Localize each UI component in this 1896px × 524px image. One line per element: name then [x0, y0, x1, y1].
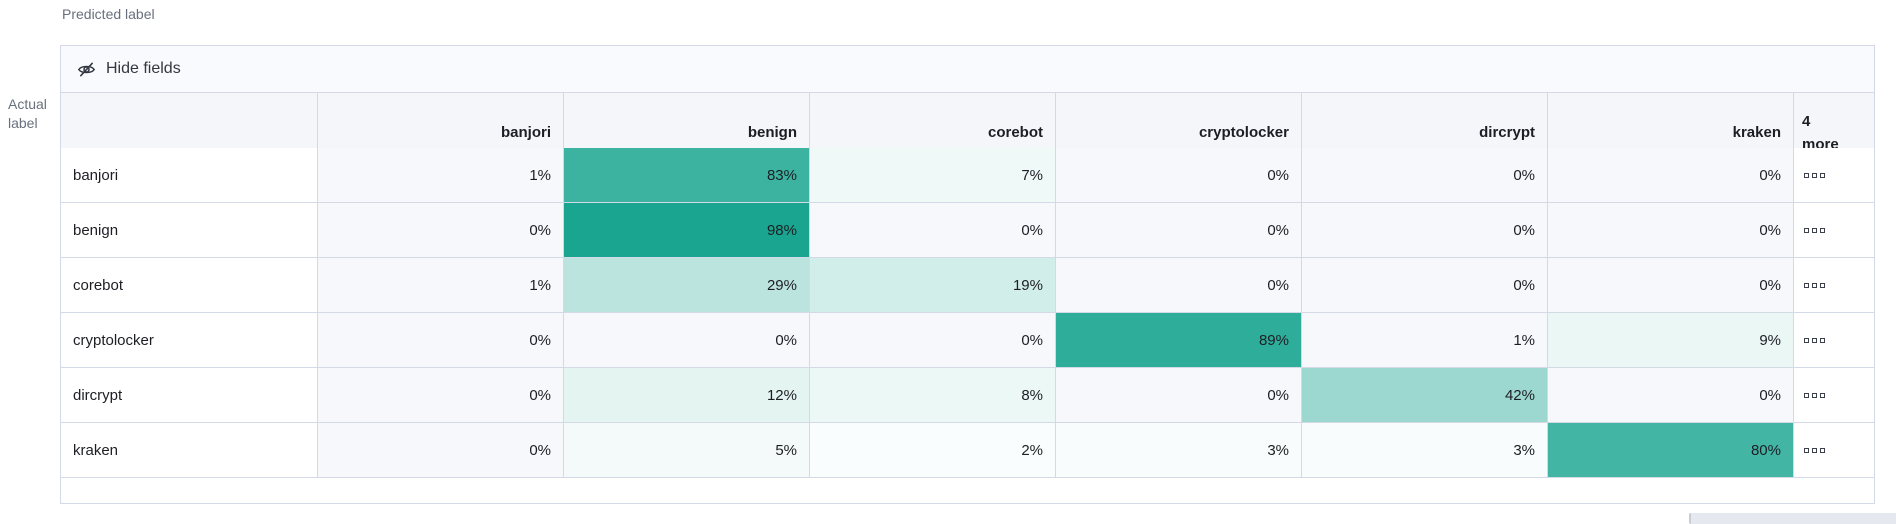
three-squares-icon	[1812, 227, 1817, 233]
matrix-cell[interactable]: 0%	[318, 368, 564, 423]
matrix-cell[interactable]: 0%	[1302, 203, 1548, 258]
matrix-cell[interactable]: 0%	[564, 313, 810, 368]
more-columns-cell[interactable]	[1794, 368, 1874, 423]
matrix-cell[interactable]: 83%	[564, 148, 810, 203]
more-columns-cell[interactable]	[1794, 313, 1874, 368]
eye-closed-icon	[78, 62, 95, 76]
three-squares-icon	[1820, 282, 1825, 288]
matrix-cell[interactable]: 0%	[318, 203, 564, 258]
matrix-cell[interactable]: 9%	[1548, 313, 1794, 368]
three-squares-icon	[1812, 172, 1817, 178]
actual-axis-label-line1: Actual	[8, 96, 47, 112]
three-squares-icon	[1812, 337, 1817, 343]
matrix-cell[interactable]: 0%	[1548, 258, 1794, 313]
row-label-benign[interactable]: benign	[61, 203, 318, 258]
row-label-kraken[interactable]: kraken	[61, 423, 318, 478]
matrix-cell[interactable]: 89%	[1056, 313, 1302, 368]
matrix-cell[interactable]: 0%	[1056, 368, 1302, 423]
matrix-cell[interactable]: 1%	[318, 258, 564, 313]
matrix-cell[interactable]: 0%	[810, 203, 1056, 258]
three-squares-icon	[1820, 392, 1825, 398]
three-squares-icon	[1804, 392, 1809, 398]
three-squares-icon	[1820, 337, 1825, 343]
hide-fields-label: Hide fields	[106, 60, 181, 77]
three-squares-icon	[1812, 447, 1817, 453]
matrix-cell[interactable]: 5%	[564, 423, 810, 478]
three-squares-icon	[1804, 172, 1809, 178]
matrix-cell[interactable]: 19%	[810, 258, 1056, 313]
actual-axis-label: Actual label	[8, 95, 47, 133]
matrix-cell[interactable]: 12%	[564, 368, 810, 423]
three-squares-icon	[1812, 392, 1817, 398]
row-label-corebot[interactable]: corebot	[61, 258, 318, 313]
row-label-banjori[interactable]: banjori	[61, 148, 318, 203]
matrix-cell[interactable]: 7%	[810, 148, 1056, 203]
more-columns-cell[interactable]	[1794, 203, 1874, 258]
actual-axis-label-line2: label	[8, 115, 38, 131]
horizontal-scrollbar-thumb[interactable]	[1689, 513, 1896, 524]
matrix-cell[interactable]: 0%	[1548, 148, 1794, 203]
matrix-cell[interactable]: 0%	[1056, 258, 1302, 313]
matrix-cell[interactable]: 80%	[1548, 423, 1794, 478]
three-squares-icon	[1812, 282, 1817, 288]
matrix-cell[interactable]: 29%	[564, 258, 810, 313]
three-squares-icon	[1804, 227, 1809, 233]
three-squares-icon	[1804, 337, 1809, 343]
matrix-cell[interactable]: 1%	[1302, 313, 1548, 368]
matrix-cell[interactable]: 98%	[564, 203, 810, 258]
more-header-line: 4	[1802, 112, 1811, 130]
data-grid: Hide fields banjori benign corebot cryptolo…	[60, 45, 1875, 504]
matrix-cell[interactable]: 0%	[1056, 203, 1302, 258]
matrix-cell[interactable]: 0%	[318, 423, 564, 478]
matrix-cell[interactable]: 0%	[1302, 148, 1548, 203]
more-columns-cell[interactable]	[1794, 423, 1874, 478]
matrix-cell[interactable]: 0%	[1548, 203, 1794, 258]
matrix-cell[interactable]: 0%	[1056, 148, 1302, 203]
data-grid-toolbar: Hide fields	[61, 46, 1874, 93]
hide-fields-button[interactable]: Hide fields	[77, 60, 181, 79]
matrix-cell[interactable]: 3%	[1302, 423, 1548, 478]
matrix-cell[interactable]: 0%	[318, 313, 564, 368]
confusion-matrix: banjori benign corebot cryptolocker dircrypt…	[61, 93, 1874, 478]
matrix-cell[interactable]: 1%	[318, 148, 564, 203]
more-columns-cell[interactable]	[1794, 148, 1874, 203]
three-squares-icon	[1820, 447, 1825, 453]
three-squares-icon	[1804, 447, 1809, 453]
matrix-cell[interactable]: 2%	[810, 423, 1056, 478]
three-squares-icon	[1820, 172, 1825, 178]
predicted-axis-label: Predicted label	[62, 6, 155, 22]
matrix-cell[interactable]: 0%	[1548, 368, 1794, 423]
matrix-cell[interactable]: 3%	[1056, 423, 1302, 478]
matrix-cell[interactable]: 42%	[1302, 368, 1548, 423]
more-columns-cell[interactable]	[1794, 258, 1874, 313]
matrix-cell[interactable]: 0%	[1302, 258, 1548, 313]
three-squares-icon	[1804, 282, 1809, 288]
matrix-cell[interactable]: 0%	[810, 313, 1056, 368]
row-label-cryptolocker[interactable]: cryptolocker	[61, 313, 318, 368]
three-squares-icon	[1820, 227, 1825, 233]
matrix-cell[interactable]: 8%	[810, 368, 1056, 423]
row-label-dircrypt[interactable]: dircrypt	[61, 368, 318, 423]
